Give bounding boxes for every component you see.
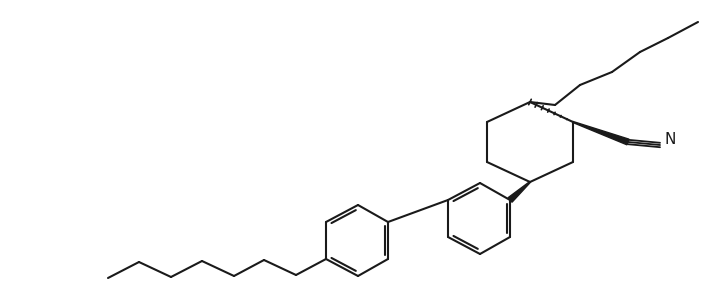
Polygon shape — [573, 122, 629, 145]
Polygon shape — [508, 182, 530, 202]
Text: N: N — [665, 132, 677, 147]
